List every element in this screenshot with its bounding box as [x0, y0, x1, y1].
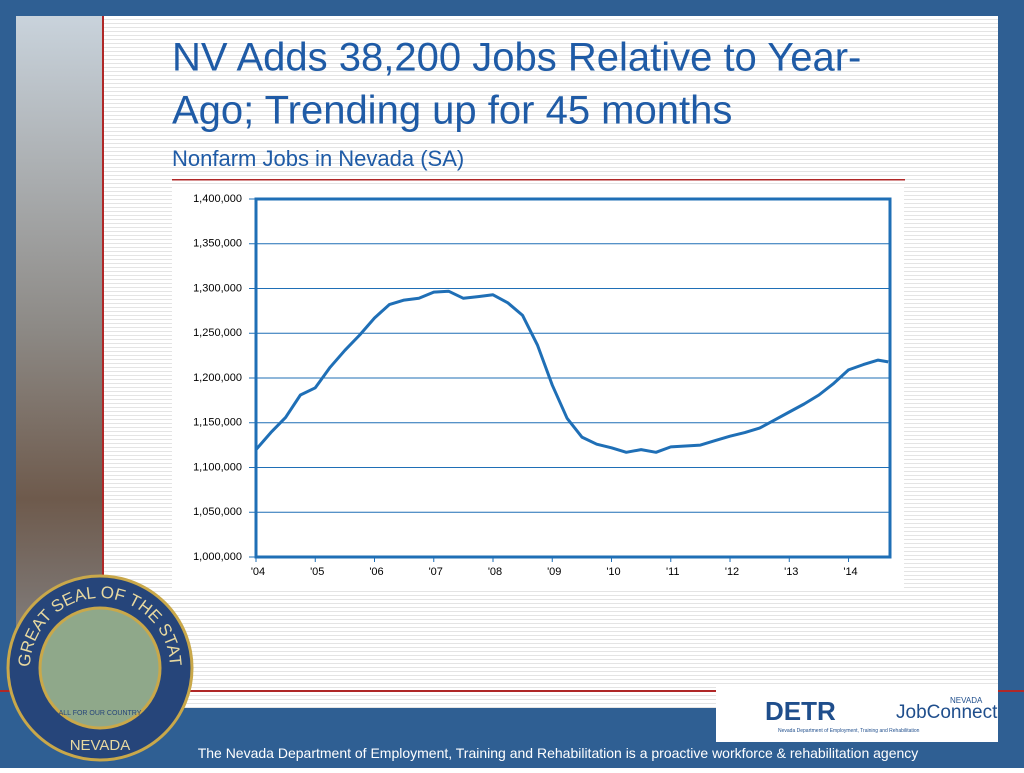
y-tick-label: 1,300,000: [193, 282, 242, 294]
x-tick-label: '12: [725, 566, 739, 578]
logo-panel: [716, 684, 998, 742]
x-tick-label: '13: [784, 566, 798, 578]
x-tick-label: '11: [666, 566, 680, 578]
detr-logo: DETR: [765, 696, 836, 726]
subtitle: Nonfarm Jobs in Nevada (SA): [172, 146, 464, 171]
x-tick-label: '05: [310, 566, 324, 578]
footer-rule: [0, 690, 1024, 692]
seal-inner: [38, 606, 162, 730]
x-tick-label: '09: [547, 566, 561, 578]
y-tick-label: 1,000,000: [193, 551, 242, 563]
y-tick-label: 1,250,000: [193, 327, 242, 339]
top-band: [16, 0, 1024, 16]
right-band: [998, 0, 1024, 768]
jc-logo: JobConnect: [896, 702, 998, 723]
y-tick-label: 1,200,000: [193, 372, 242, 384]
title-line: NV Adds 38,200 Jobs Relative to Year-: [172, 36, 861, 80]
x-tick-label: '07: [429, 566, 443, 578]
x-tick-label: '10: [606, 566, 620, 578]
y-tick-label: 1,050,000: [193, 506, 242, 518]
left-band: [0, 0, 16, 768]
y-tick-label: 1,400,000: [193, 193, 242, 205]
x-tick-label: '14: [843, 566, 857, 578]
x-tick-label: '06: [369, 566, 383, 578]
x-tick-label: '08: [488, 566, 502, 578]
title-line: Ago; Trending up for 45 months: [172, 89, 732, 133]
seal-motto: ALL FOR OUR COUNTRY: [59, 710, 142, 717]
plot-frame: [254, 197, 892, 559]
seal-bottom: NEVADA: [70, 737, 131, 754]
y-tick-label: 1,150,000: [193, 417, 242, 429]
data-line: [254, 289, 889, 454]
divider: [102, 16, 104, 706]
y-tick-label: 1,350,000: [193, 238, 242, 250]
chart-bg: [172, 187, 904, 590]
y-tick-label: 1,100,000: [193, 461, 242, 473]
title-rule: [172, 179, 905, 181]
detr-sub: Nevada Department of Employment, Trainin…: [778, 728, 920, 734]
x-tick-label: '04: [251, 566, 265, 578]
jc-state: NEVADA: [950, 696, 983, 705]
footer-text: The Nevada Department of Employment, Tra…: [198, 745, 919, 761]
